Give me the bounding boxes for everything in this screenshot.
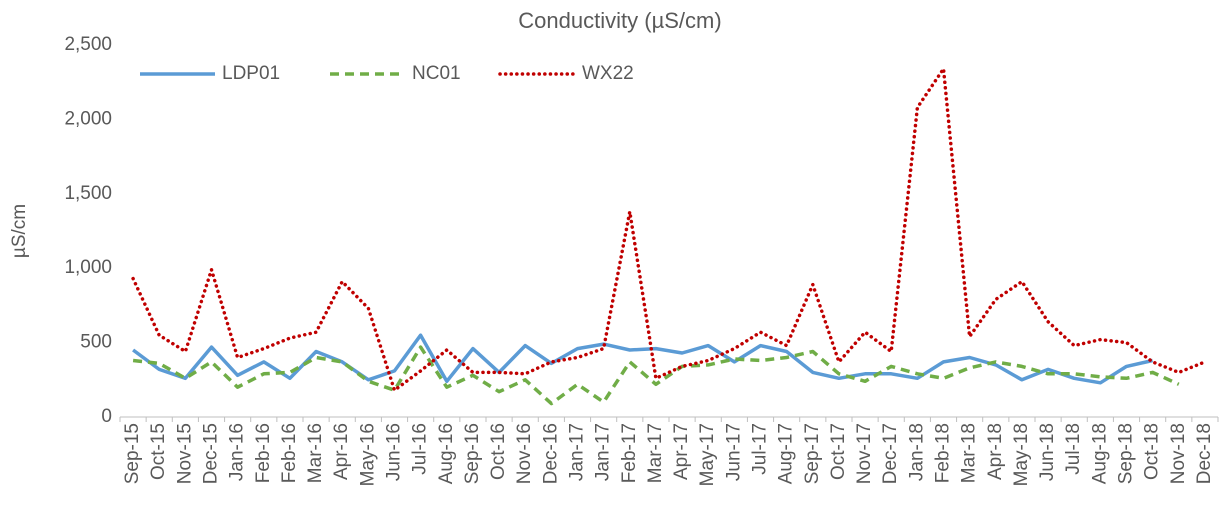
x-tick-label: Jan-16: [227, 423, 248, 481]
x-tick-label: Sep-16: [462, 423, 483, 484]
x-tick-label: Jan-17: [593, 423, 614, 481]
legend-label: WX22: [582, 63, 634, 84]
series-line: [132, 333, 1153, 385]
x-tick-label: Dec-15: [201, 423, 222, 484]
legend-label: LDP01: [222, 63, 280, 84]
y-tick-label: 2,000: [64, 108, 112, 129]
x-tick-label: Jun-17: [723, 423, 744, 481]
x-tick-label: Jul-17: [750, 423, 771, 475]
x-tick-label: Apr-16: [331, 423, 352, 480]
y-tick-label: 0: [101, 406, 112, 427]
x-tick-label: Mar-18: [959, 423, 980, 483]
x-tick-label: Jun-16: [384, 423, 405, 481]
x-tick-label: Sep-15: [122, 423, 143, 484]
y-axis-label: µS/cm: [9, 204, 30, 258]
x-tick-label: Sep-17: [802, 423, 823, 484]
x-tick-label: Mar-17: [645, 423, 666, 483]
x-tick-label: Aug-18: [1089, 423, 1110, 484]
x-tick-label: Aug-16: [436, 423, 457, 484]
x-tick-label: Jan-17: [567, 423, 588, 481]
x-tick-label: Sep-18: [1116, 423, 1137, 484]
x-tick-label: Oct-18: [1142, 423, 1163, 480]
x-tick-label: Oct-17: [828, 423, 849, 480]
x-tick-label: Nov-18: [1168, 423, 1189, 484]
x-tick-label: Feb-16: [253, 423, 274, 483]
x-tick-label: Dec-17: [880, 423, 901, 484]
x-tick-label: Oct-16: [488, 423, 509, 480]
x-tick-label: Nov-16: [514, 423, 535, 484]
series-line: [131, 67, 1207, 392]
x-tick-label: Dec-18: [1194, 423, 1215, 484]
x-tick-label: Apr-17: [671, 423, 692, 480]
y-tick-label: 2,500: [64, 34, 112, 55]
x-tick-label: Jan-18: [906, 423, 927, 481]
x-tick-label: Feb-16: [279, 423, 300, 483]
x-tick-label: Jul-18: [1063, 423, 1084, 475]
x-tick-label: May-18: [1011, 423, 1032, 486]
x-tick-label: May-17: [697, 423, 718, 486]
series-line: [132, 345, 1180, 406]
x-tick-label: Dec-16: [540, 423, 561, 484]
x-tick-label: Feb-18: [933, 423, 954, 483]
x-tick-label: Jun-18: [1037, 423, 1058, 481]
x-tick-label: Jul-16: [410, 423, 431, 475]
y-tick-label: 500: [80, 332, 112, 353]
x-tick-label: Aug-17: [776, 423, 797, 484]
x-tick-label: May-16: [357, 423, 378, 486]
x-tick-label: Oct-15: [148, 423, 169, 480]
x-tick-label: Nov-15: [174, 423, 195, 484]
y-tick-label: 1,000: [64, 257, 112, 278]
x-tick-label: Nov-17: [854, 423, 875, 484]
x-tick-label: Feb-17: [619, 423, 640, 483]
chart-title: Conductivity (µS/cm): [518, 8, 721, 33]
x-tick-label: Apr-18: [985, 423, 1006, 480]
legend-label: NC01: [412, 63, 461, 84]
y-tick-label: 1,500: [64, 183, 112, 204]
x-tick-label: Mar-16: [305, 423, 326, 483]
